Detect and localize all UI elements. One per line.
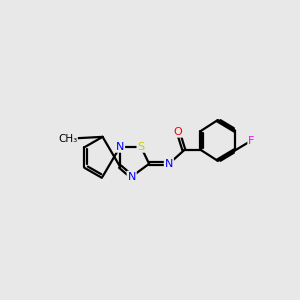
Text: CH₃: CH₃ — [58, 134, 77, 144]
Text: O: O — [174, 127, 182, 137]
Text: N: N — [165, 159, 173, 169]
Text: S: S — [137, 142, 145, 152]
Text: F: F — [248, 136, 255, 146]
Text: N: N — [128, 172, 136, 182]
Text: N: N — [116, 142, 124, 152]
